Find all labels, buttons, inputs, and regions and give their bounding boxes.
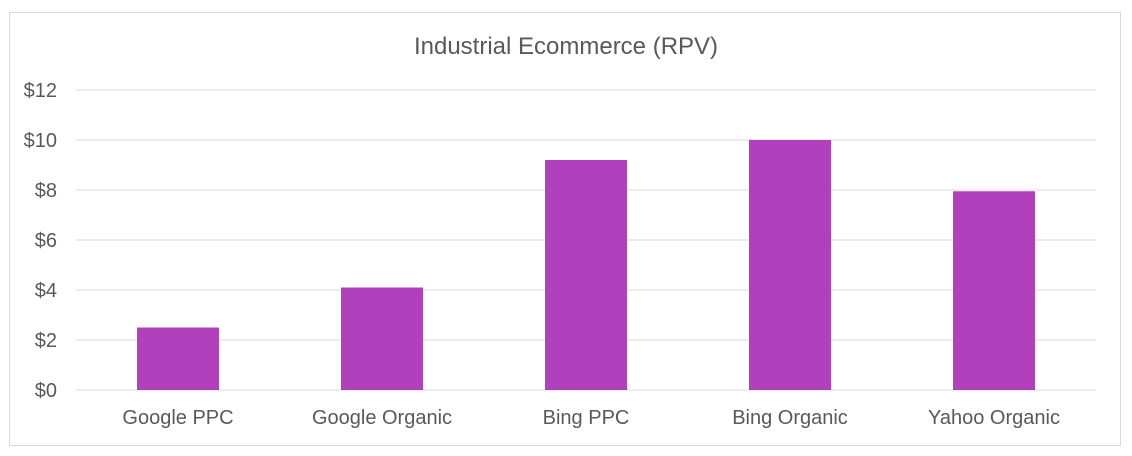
x-tick-label: Bing PPC <box>543 407 630 429</box>
y-tick-label: $6 <box>35 230 57 252</box>
y-tick-label: $4 <box>35 280 57 302</box>
bar <box>749 140 831 390</box>
bar <box>545 160 627 390</box>
chart-title: Industrial Ecommerce (RPV) <box>413 33 719 60</box>
bar <box>953 191 1035 390</box>
y-tick-label: $12 <box>24 80 57 102</box>
y-tick-label: $10 <box>24 130 57 152</box>
y-tick-label: $8 <box>35 180 57 202</box>
x-tick-label: Google PPC <box>122 407 233 429</box>
x-tick-label: Bing Organic <box>732 407 848 429</box>
bar <box>341 287 423 390</box>
y-tick-label: $0 <box>35 380 57 402</box>
bar <box>137 327 219 390</box>
y-tick-label: $2 <box>35 330 57 352</box>
x-tick-label: Google Organic <box>312 407 452 429</box>
x-tick-label: Yahoo Organic <box>928 407 1060 429</box>
